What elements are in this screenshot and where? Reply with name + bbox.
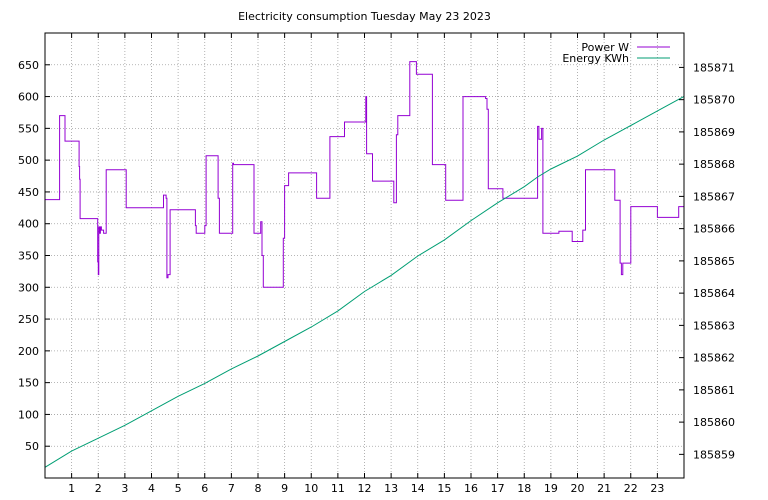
y2-tick-label: 185869	[693, 126, 735, 139]
legend-label-power: Power W	[581, 41, 629, 54]
y2-tick-label: 185863	[693, 319, 735, 332]
y2-tick-label: 185866	[693, 223, 735, 236]
legend-label-energy: Energy KWh	[562, 52, 629, 65]
y-tick-label: 600	[18, 91, 39, 104]
x-tick-label: 6	[201, 482, 208, 495]
legend: Power W Energy KWh	[562, 41, 670, 65]
y-tick-labels: 50 100 150 200 250 300 350 400 450 500 550 600 650	[18, 59, 39, 453]
x-tick-labels: 1 2 3 4 5 6 7 8 9 10 11 12 13 14 15 16 17 18 19 20 21 22 23	[68, 482, 664, 495]
y2-tick-label: 185871	[693, 61, 735, 74]
x-tick-label: 7	[228, 482, 235, 495]
series-line-power	[45, 61, 684, 288]
y-tick-label: 100	[18, 408, 39, 421]
x-tick-label: 11	[331, 482, 345, 495]
x-tick-label: 12	[358, 482, 372, 495]
series-layer	[44, 61, 685, 468]
y2-tick-label: 185868	[693, 158, 735, 171]
x-tick-label: 22	[624, 482, 638, 495]
x-tick-label: 15	[437, 482, 451, 495]
y-tick-label: 500	[18, 154, 39, 167]
y2-tick-label: 185867	[693, 190, 735, 203]
x-tick-label: 3	[121, 482, 128, 495]
x-tick-label: 5	[175, 482, 182, 495]
y-tick-label: 300	[18, 281, 39, 294]
x-tick-label: 14	[411, 482, 425, 495]
x-tick-label: 9	[281, 482, 288, 495]
x-tick-label: 20	[571, 482, 585, 495]
y2-tick-labels: 185859 185860 185861 185862 185863 185864 1858…	[693, 61, 735, 461]
x-tick-label: 16	[464, 482, 478, 495]
ticks	[45, 33, 684, 478]
y2-tick-label: 185865	[693, 255, 735, 268]
y-tick-label: 650	[18, 59, 39, 72]
x-tick-label: 4	[148, 482, 155, 495]
x-tick-label: 10	[304, 482, 318, 495]
x-tick-label: 1	[68, 482, 75, 495]
y-tick-label: 450	[18, 186, 39, 199]
x-tick-label: 19	[544, 482, 558, 495]
y-tick-label: 200	[18, 345, 39, 358]
x-tick-label: 18	[517, 482, 531, 495]
chart-title: Electricity consumption Tuesday May 23 2…	[238, 10, 491, 23]
x-tick-label: 21	[597, 482, 611, 495]
y-tick-label: 550	[18, 122, 39, 135]
x-tick-label: 17	[491, 482, 505, 495]
y2-tick-label: 185864	[693, 287, 735, 300]
series-line-energy	[44, 95, 685, 468]
y-tick-label: 150	[18, 377, 39, 390]
y2-tick-label: 185859	[693, 448, 735, 461]
x-tick-label: 23	[650, 482, 664, 495]
x-tick-label: 8	[255, 482, 262, 495]
y2-tick-label: 185862	[693, 352, 735, 365]
x-tick-label: 2	[95, 482, 102, 495]
y2-tick-label: 185870	[693, 94, 735, 107]
x-tick-label: 13	[384, 482, 398, 495]
y-tick-label: 250	[18, 313, 39, 326]
y-tick-label: 50	[25, 440, 39, 453]
y-tick-label: 400	[18, 218, 39, 231]
grid	[45, 33, 684, 478]
y2-tick-label: 185861	[693, 384, 735, 397]
y-tick-label: 350	[18, 250, 39, 263]
y2-tick-label: 185860	[693, 416, 735, 429]
